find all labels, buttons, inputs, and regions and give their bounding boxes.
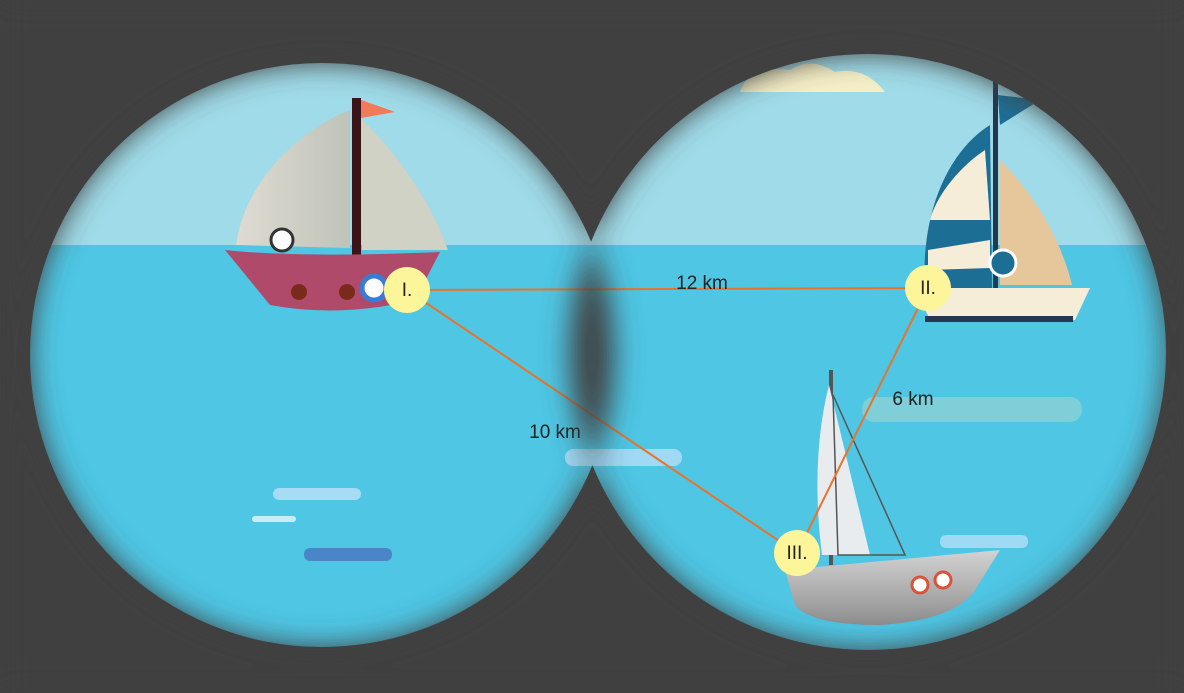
ship-label: II. bbox=[920, 278, 936, 299]
distance-label: 10 km bbox=[529, 422, 581, 443]
wave bbox=[940, 535, 1028, 548]
scene: 12 km 10 km 6 km I. II. III. bbox=[0, 0, 1184, 693]
wave bbox=[304, 548, 392, 561]
wave bbox=[252, 516, 296, 522]
wave bbox=[273, 488, 361, 500]
distance-label: 6 km bbox=[892, 389, 933, 410]
ship-label: III. bbox=[786, 543, 807, 564]
distance-label: 12 km bbox=[676, 273, 728, 294]
ship-label: I. bbox=[402, 280, 413, 301]
